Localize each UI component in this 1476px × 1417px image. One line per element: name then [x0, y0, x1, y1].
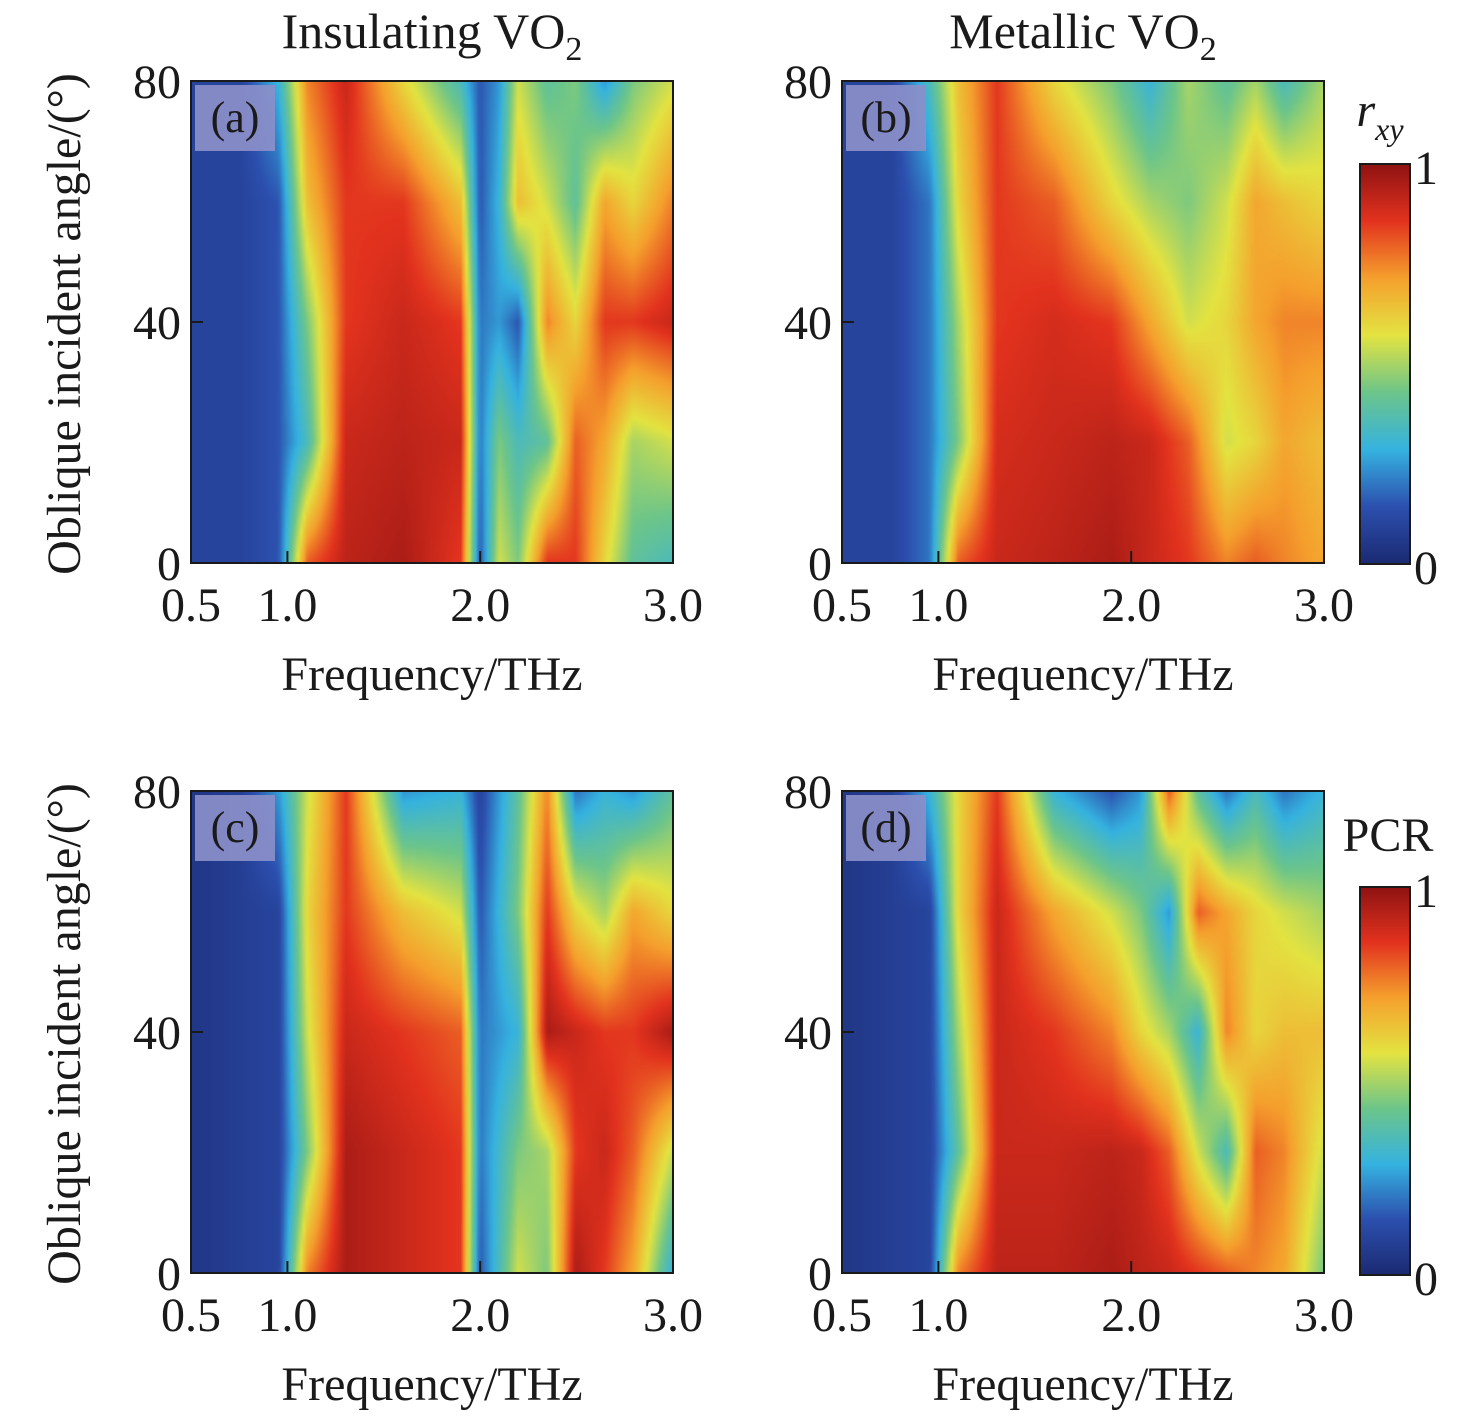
y-tick-label: 0 [808, 538, 832, 591]
x-axis-label: Frequency/THz [932, 1358, 1233, 1411]
x-tick-label: 3.0 [1294, 579, 1354, 632]
y-tick-label: 40 [133, 1007, 181, 1060]
heatmap-image [842, 791, 1324, 1273]
y-tick-label: 40 [784, 297, 832, 350]
x-tick-label: 2.0 [1101, 579, 1161, 632]
panel-label: (a) [211, 93, 260, 142]
x-tick-label: 3.0 [1294, 1289, 1354, 1342]
y-tick-label: 0 [157, 538, 181, 591]
colorbar-1: 1 0 rxy [1356, 84, 1438, 595]
y-tick-label: 80 [133, 766, 181, 819]
x-tick-label: 2.0 [1101, 1289, 1161, 1342]
x-axis-label: Frequency/THz [932, 648, 1233, 701]
colorbar-gradient [1359, 163, 1411, 565]
panel-b: (b) 0.5 1.0 2.0 3.0 0 40 80 Frequency/THz [784, 56, 1354, 701]
colorbar-max-label: 1 [1414, 142, 1438, 195]
panel-d: (d) 0.5 1.0 2.0 3.0 0 40 80 Frequency/THz [784, 766, 1354, 1411]
panel-label: (d) [860, 803, 911, 852]
panel-c: (c) 0.5 1.0 2.0 3.0 0 40 80 Frequency/THz Oblique… [38, 766, 703, 1411]
panel-label: (b) [860, 93, 911, 142]
colorbar-gradient [1359, 886, 1411, 1276]
column-title-1: Insulating VO2 [282, 3, 583, 68]
panel-label: (c) [211, 803, 260, 852]
x-tick-label: 3.0 [643, 1289, 703, 1342]
panel-label-box [846, 85, 926, 151]
panel-label-box [195, 85, 275, 151]
x-tick-label: 3.0 [643, 579, 703, 632]
colorbar-2: 1 0 PCR [1343, 809, 1438, 1306]
x-tick-label: 2.0 [450, 579, 510, 632]
y-tick-label: 40 [784, 1007, 832, 1060]
heatmap-image [191, 791, 673, 1273]
colorbar-title: PCR [1343, 809, 1434, 862]
y-tick-label: 0 [157, 1248, 181, 1301]
colorbar-title: rxy [1356, 84, 1404, 147]
column-titles: Insulating VO2 Metallic VO2 [282, 3, 1217, 68]
x-axis-label: Frequency/THz [281, 1358, 582, 1411]
y-tick-label: 80 [133, 56, 181, 109]
x-tick-label: 0.5 [161, 1289, 221, 1342]
y-axis-label: Oblique incident angle/(°) [38, 73, 91, 575]
x-tick-label: 0.5 [812, 579, 872, 632]
x-tick-label: 0.5 [812, 1289, 872, 1342]
colorbar-min-label: 0 [1414, 542, 1438, 595]
column-title-2: Metallic VO2 [949, 3, 1216, 68]
heatmap-image [191, 81, 673, 563]
x-tick-label: 1.0 [908, 1289, 968, 1342]
panel-label-box [846, 795, 926, 861]
x-axis-label: Frequency/THz [281, 648, 582, 701]
y-tick-label: 40 [133, 297, 181, 350]
x-tick-label: 0.5 [161, 579, 221, 632]
colorbar-max-label: 1 [1414, 865, 1438, 918]
y-axis-label: Oblique incident angle/(°) [38, 783, 91, 1285]
x-tick-label: 1.0 [257, 579, 317, 632]
colorbar-min-label: 0 [1414, 1253, 1438, 1306]
y-tick-label: 80 [784, 766, 832, 819]
x-tick-label: 1.0 [257, 1289, 317, 1342]
x-tick-label: 1.0 [908, 579, 968, 632]
y-tick-label: 0 [808, 1248, 832, 1301]
panel-a: (a) 0.5 1.0 2.0 3.0 0 40 80 Frequency/THz Oblique… [38, 56, 703, 701]
x-tick-label: 2.0 [450, 1289, 510, 1342]
heatmap-panels: (a) 0.5 1.0 2.0 3.0 0 40 80 Frequency/THz Oblique… [38, 56, 1354, 1411]
y-tick-label: 80 [784, 56, 832, 109]
panel-label-box [195, 795, 275, 861]
heatmap-image [842, 81, 1324, 563]
